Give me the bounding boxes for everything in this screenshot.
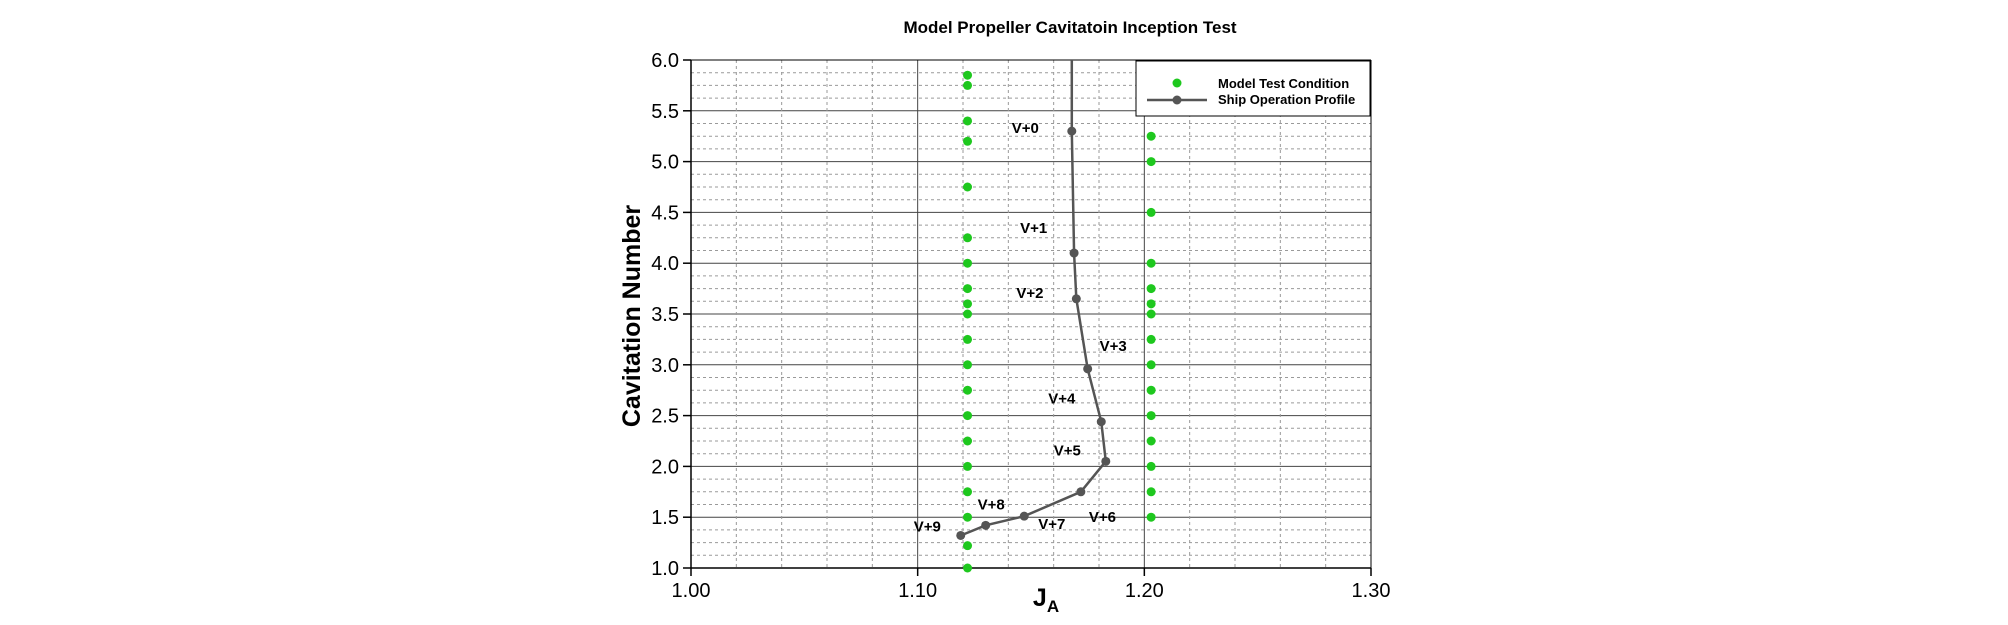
- model-test-point: [963, 299, 973, 309]
- y-tick-label: 4.5: [651, 202, 679, 224]
- model-test-point: [1146, 131, 1156, 141]
- ship-point-label: V+5: [1054, 442, 1081, 459]
- ship-point-label: V+2: [1016, 285, 1043, 302]
- ship-operation-point: [981, 520, 991, 530]
- model-test-point: [963, 512, 973, 522]
- ship-operation-point: [1101, 456, 1111, 466]
- ship-point-label: V+1: [1020, 220, 1047, 237]
- model-test-point: [963, 182, 973, 192]
- model-test-point: [963, 563, 973, 573]
- model-test-point: [963, 461, 973, 471]
- x-tick-label: 1.20: [1125, 580, 1164, 602]
- y-tick-label: 4.0: [651, 253, 679, 275]
- x-tick-labels: 1.00 1.10 1.20 1.30: [672, 580, 1391, 602]
- model-test-point: [963, 411, 973, 421]
- model-test-point: [963, 309, 973, 319]
- x-tick-label: 1.30: [1352, 580, 1391, 602]
- model-test-point: [963, 436, 973, 446]
- model-test-point: [963, 116, 973, 126]
- x-axis-label-main: J: [1033, 584, 1047, 612]
- legend-model-marker: [1172, 78, 1182, 88]
- model-test-point: [1146, 436, 1156, 446]
- model-test-point: [963, 541, 973, 551]
- model-test-point: [963, 385, 973, 395]
- model-test-point: [1146, 512, 1156, 522]
- ship-operation-point: [1071, 294, 1081, 304]
- grid: [690, 59, 1372, 569]
- data-marks: V+0 V+1 V+2 V+3 V+4 V+5 V+6 V+7 V+8 V+9: [914, 60, 1156, 573]
- ship-operation-point: [956, 530, 966, 540]
- model-test-point: [1146, 207, 1156, 217]
- model-test-point: [1146, 487, 1156, 497]
- ship-point-label: V+9: [914, 518, 941, 535]
- y-tick-label: 1.0: [651, 558, 679, 580]
- model-test-point: [1146, 334, 1156, 344]
- model-test-point: [963, 258, 973, 268]
- legend-model-label: Model Test Condition: [1218, 76, 1349, 91]
- ship-operation-point: [1083, 364, 1093, 374]
- y-tick-label: 5.5: [651, 101, 679, 123]
- y-tick-label: 2.5: [651, 406, 679, 428]
- ship-point-label: V+8: [978, 496, 1005, 513]
- model-test-point: [1146, 360, 1156, 370]
- y-tick-label: 3.0: [651, 355, 679, 377]
- model-test-point: [963, 136, 973, 146]
- x-tick-label: 1.00: [672, 580, 711, 602]
- model-test-point: [1146, 385, 1156, 395]
- model-test-point: [963, 70, 973, 80]
- ship-operation-point: [1019, 511, 1029, 521]
- y-axis-label: Cavitation Number: [618, 205, 646, 428]
- axes: [683, 59, 1372, 576]
- legend: Model Test Condition Ship Operation Prof…: [1135, 60, 1371, 117]
- legend-box: [1135, 60, 1371, 117]
- y-tick-label: 6.0: [651, 50, 679, 72]
- ship-point-label: V+7: [1038, 516, 1065, 533]
- model-test-point: [1146, 461, 1156, 471]
- y-tick-label: 3.5: [651, 304, 679, 326]
- ship-point-label: V+6: [1089, 509, 1116, 526]
- x-axis-label-sub: A: [1047, 597, 1059, 616]
- model-test-point: [963, 233, 973, 243]
- model-test-point: [1146, 309, 1156, 319]
- model-test-point: [1146, 299, 1156, 309]
- y-tick-label: 5.0: [651, 152, 679, 174]
- ship-point-label: V+0: [1012, 120, 1039, 137]
- model-test-point: [963, 360, 973, 370]
- model-test-point: [963, 284, 973, 294]
- ship-operation-point: [1069, 248, 1079, 258]
- model-test-point: [1146, 157, 1156, 167]
- y-tick-label: 1.5: [651, 507, 679, 529]
- chart-title: Model Propeller Cavitatoin Inception Tes…: [903, 18, 1236, 37]
- model-test-point: [963, 487, 973, 497]
- model-test-point: [963, 334, 973, 344]
- x-tick-label: 1.10: [898, 580, 937, 602]
- ship-point-label: V+4: [1048, 391, 1076, 408]
- x-axis-label: JA: [1033, 584, 1059, 616]
- ship-operation-point: [1076, 487, 1086, 497]
- y-tick-label: 2.0: [651, 456, 679, 478]
- model-test-point: [1146, 284, 1156, 294]
- ship-point-label: V+3: [1100, 338, 1127, 355]
- legend-ship-label: Ship Operation Profile: [1218, 92, 1355, 107]
- ship-operation-point: [1096, 417, 1106, 427]
- legend-ship-marker: [1172, 95, 1182, 105]
- model-test-point: [1146, 258, 1156, 268]
- model-test-point: [963, 80, 973, 90]
- model-test-point: [1146, 411, 1156, 421]
- y-tick-labels: 1.0 1.5 2.0 2.5 3.0 3.5 4.0 4.5 5.0 5.5 6.0: [651, 50, 679, 580]
- ship-operation-point: [1067, 126, 1077, 136]
